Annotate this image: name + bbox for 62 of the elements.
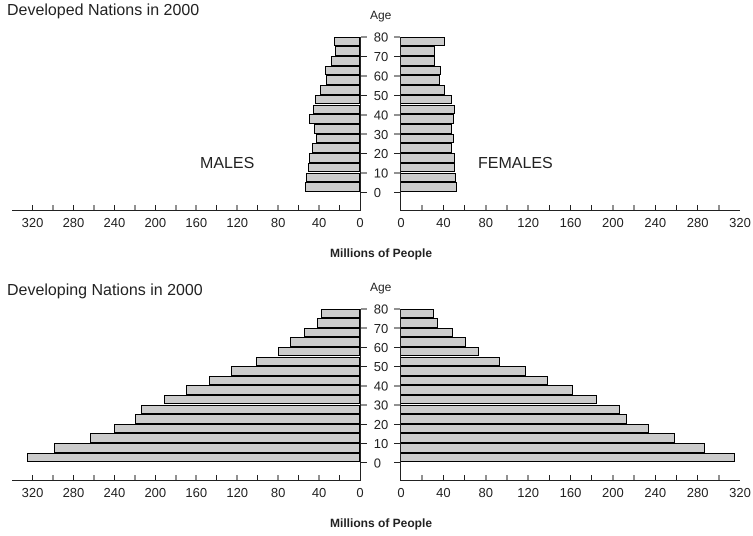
x-tick-label: 160 bbox=[560, 214, 582, 230]
x-tick-label: 320 bbox=[22, 484, 44, 500]
chart-title: Developing Nations in 2000 bbox=[7, 282, 203, 299]
y-tick-label: 70 bbox=[374, 48, 388, 64]
x-tick-label: 80 bbox=[270, 484, 286, 500]
x-tick-label: 160 bbox=[185, 214, 208, 230]
x-tick-label: 200 bbox=[602, 484, 624, 500]
x-tick-label: 320 bbox=[22, 214, 44, 230]
x-tick-label: 80 bbox=[478, 484, 493, 500]
y-tick-label: 50 bbox=[374, 88, 388, 103]
y-tick-label: 0 bbox=[374, 455, 381, 470]
x-tick-label: 200 bbox=[602, 214, 624, 230]
y-tick-label: 60 bbox=[374, 68, 388, 84]
y-tick-label: 10 bbox=[374, 166, 388, 181]
x-tick-label: 160 bbox=[560, 484, 582, 500]
x-tick-label: 120 bbox=[517, 484, 539, 500]
x-tick-label: 240 bbox=[104, 214, 126, 230]
y-tick-label: 70 bbox=[374, 320, 388, 336]
y-tick-label: 20 bbox=[374, 416, 388, 432]
annotation: MALES bbox=[200, 155, 254, 172]
x-tick-label: 40 bbox=[436, 214, 451, 230]
x-tick-label: 40 bbox=[436, 484, 451, 500]
x-tick-label: 200 bbox=[144, 214, 166, 230]
x-tick-label: 280 bbox=[686, 214, 708, 230]
x-tick-label: 80 bbox=[270, 214, 286, 230]
y-tick-label: 80 bbox=[374, 302, 388, 317]
x-tick-label: 320 bbox=[729, 214, 751, 230]
x-tick-label: 40 bbox=[312, 214, 326, 230]
y-tick-label: 60 bbox=[374, 340, 388, 355]
y-tick-label: 40 bbox=[374, 378, 388, 394]
x-tick-label: 0 bbox=[397, 484, 405, 500]
x-tick-label: 0 bbox=[397, 214, 405, 230]
y-tick-label: 80 bbox=[374, 30, 388, 45]
x-tick-label: 200 bbox=[144, 484, 166, 500]
x-tick-label: 280 bbox=[686, 484, 708, 500]
y-tick-label: 10 bbox=[374, 436, 388, 452]
x-tick-label: 280 bbox=[62, 484, 84, 500]
y-tick-label: 30 bbox=[374, 126, 388, 142]
chart-title: Developed Nations in 2000 bbox=[7, 2, 200, 19]
x-tick-label: 240 bbox=[644, 484, 666, 500]
x-tick-label: 320 bbox=[729, 484, 751, 500]
x-tick-label: 120 bbox=[226, 484, 248, 500]
y-tick-label: 40 bbox=[374, 107, 388, 122]
x-tick-label: 240 bbox=[104, 484, 126, 500]
x-tick-label: 120 bbox=[517, 214, 539, 230]
y-tick-label: 20 bbox=[374, 146, 388, 162]
y-axis-title: Age bbox=[370, 280, 392, 294]
y-tick-label: 30 bbox=[374, 398, 388, 413]
x-tick-label: 0 bbox=[356, 214, 364, 230]
y-axis-title: Age bbox=[370, 8, 392, 22]
y-tick-label: 0 bbox=[374, 185, 381, 200]
x-axis-title: Millions of People bbox=[330, 246, 432, 260]
x-tick-label: 0 bbox=[356, 484, 364, 500]
x-tick-label: 80 bbox=[478, 214, 493, 230]
x-tick-label: 280 bbox=[62, 214, 84, 230]
x-tick-label: 120 bbox=[226, 214, 248, 230]
annotation: FEMALES bbox=[478, 155, 553, 172]
x-tick-label: 40 bbox=[312, 484, 326, 500]
y-tick-label: 50 bbox=[374, 359, 388, 374]
x-axis-title: Millions of People bbox=[330, 516, 432, 530]
x-tick-label: 240 bbox=[644, 214, 666, 230]
x-tick-label: 160 bbox=[185, 484, 208, 500]
